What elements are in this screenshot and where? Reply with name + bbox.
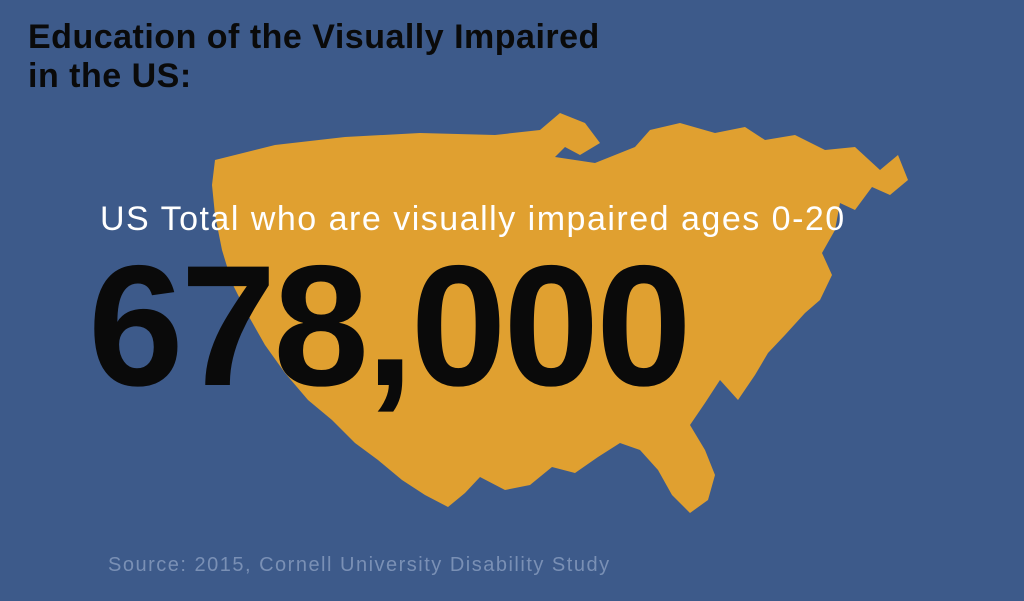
source-citation: Source: 2015, Cornell University Disabil…	[108, 554, 611, 577]
title-line-2: in the US:	[28, 57, 192, 95]
statistic-value: 678,000	[88, 240, 689, 412]
title-line-1: Education of the Visually Impaired	[28, 18, 600, 56]
infographic-title: Education of the Visually Impaired in th…	[28, 18, 600, 96]
